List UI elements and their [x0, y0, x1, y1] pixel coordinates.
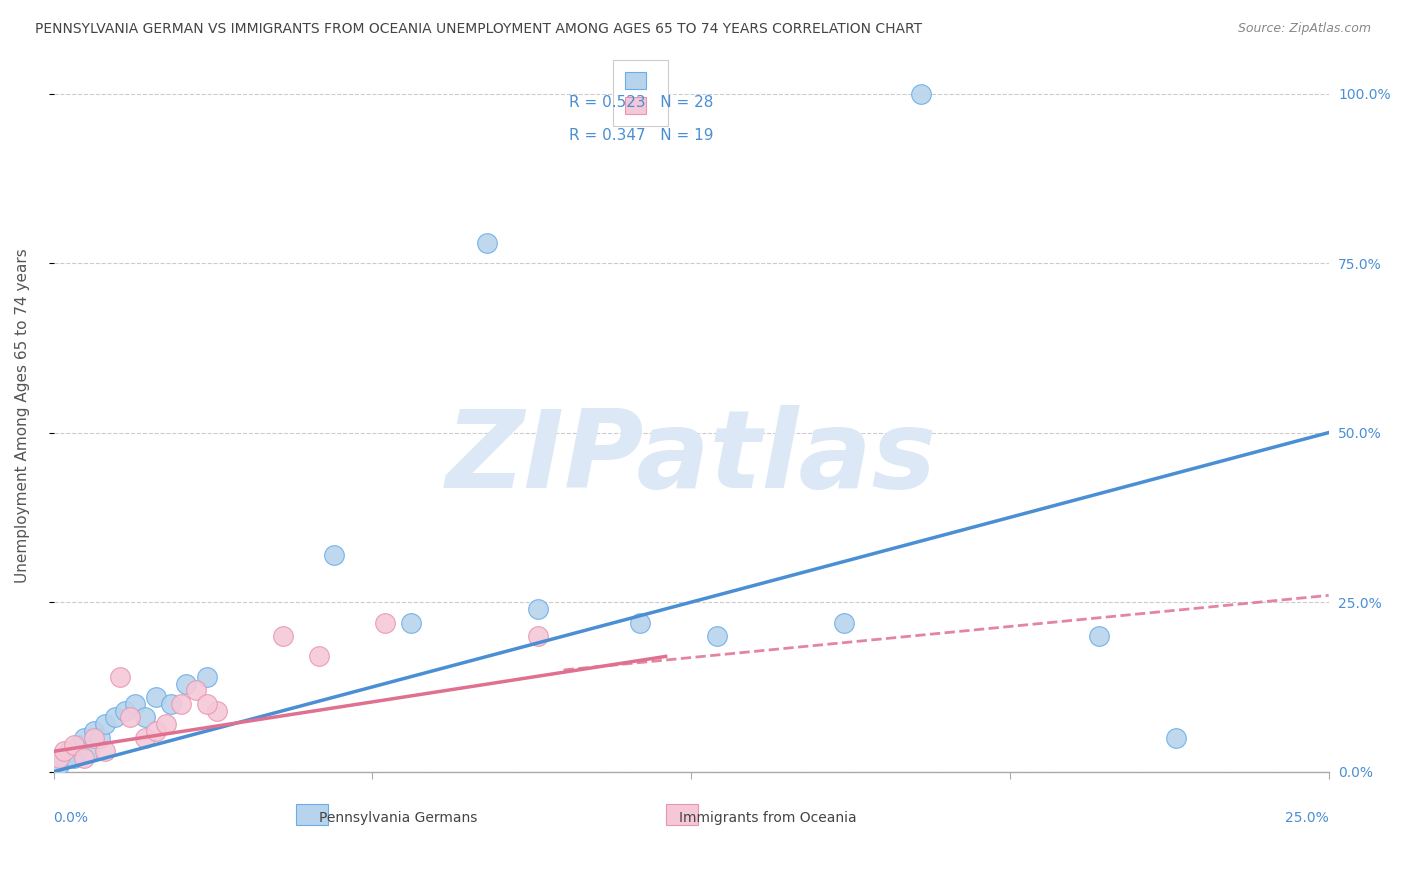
Point: [63, 751, 86, 765]
Point: [145, 690, 167, 705]
Point: [195, 670, 218, 684]
Text: 0.0%: 0.0%: [53, 811, 89, 825]
Point: [186, 683, 208, 698]
Point: [706, 629, 728, 643]
Text: PENNSYLVANIA GERMAN VS IMMIGRANTS FROM OCEANIA UNEMPLOYMENT AMONG AGES 65 TO 74 : PENNSYLVANIA GERMAN VS IMMIGRANTS FROM O…: [35, 22, 922, 37]
Point: [67, 738, 90, 752]
Point: [399, 615, 422, 630]
Point: [89, 731, 111, 745]
Point: [628, 615, 651, 630]
Point: [120, 710, 142, 724]
Point: [104, 710, 127, 724]
Point: [527, 602, 550, 616]
Point: [93, 717, 115, 731]
Point: [83, 724, 105, 739]
FancyBboxPatch shape: [295, 804, 328, 825]
Text: Source: ZipAtlas.com: Source: ZipAtlas.com: [1237, 22, 1371, 36]
Point: [83, 731, 105, 745]
Text: ZIPatlas: ZIPatlas: [446, 405, 936, 511]
Point: [271, 629, 294, 643]
Point: [134, 731, 156, 745]
Point: [73, 751, 96, 765]
Point: [145, 724, 167, 739]
Point: [48, 751, 70, 765]
Point: [63, 738, 86, 752]
FancyBboxPatch shape: [665, 804, 697, 825]
Point: [155, 717, 177, 731]
Y-axis label: Unemployment Among Ages 65 to 74 years: Unemployment Among Ages 65 to 74 years: [15, 248, 30, 583]
Point: [527, 629, 550, 643]
Point: [93, 744, 115, 758]
Point: [475, 235, 498, 250]
Point: [1164, 731, 1187, 745]
Point: [374, 615, 396, 630]
Point: [308, 649, 330, 664]
Point: [108, 670, 131, 684]
Text: Immigrants from Oceania: Immigrants from Oceania: [679, 811, 856, 825]
Text: 25.0%: 25.0%: [1285, 811, 1329, 825]
Point: [79, 744, 101, 758]
Point: [174, 676, 197, 690]
Text: Pennsylvania Germans: Pennsylvania Germans: [319, 811, 477, 825]
Point: [323, 548, 346, 562]
Point: [58, 744, 80, 758]
Legend: , : ,: [613, 60, 668, 127]
Point: [1088, 629, 1111, 643]
Text: R = 0.523   N = 28: R = 0.523 N = 28: [569, 95, 713, 110]
Point: [160, 697, 183, 711]
Point: [205, 704, 228, 718]
Point: [52, 751, 75, 765]
Point: [48, 758, 70, 772]
Point: [832, 615, 855, 630]
Point: [124, 697, 146, 711]
Point: [114, 704, 136, 718]
Point: [134, 710, 156, 724]
Point: [910, 87, 932, 101]
Point: [73, 731, 96, 745]
Point: [170, 697, 193, 711]
Point: [52, 744, 75, 758]
Point: [195, 697, 218, 711]
Text: R = 0.347   N = 19: R = 0.347 N = 19: [569, 128, 713, 144]
